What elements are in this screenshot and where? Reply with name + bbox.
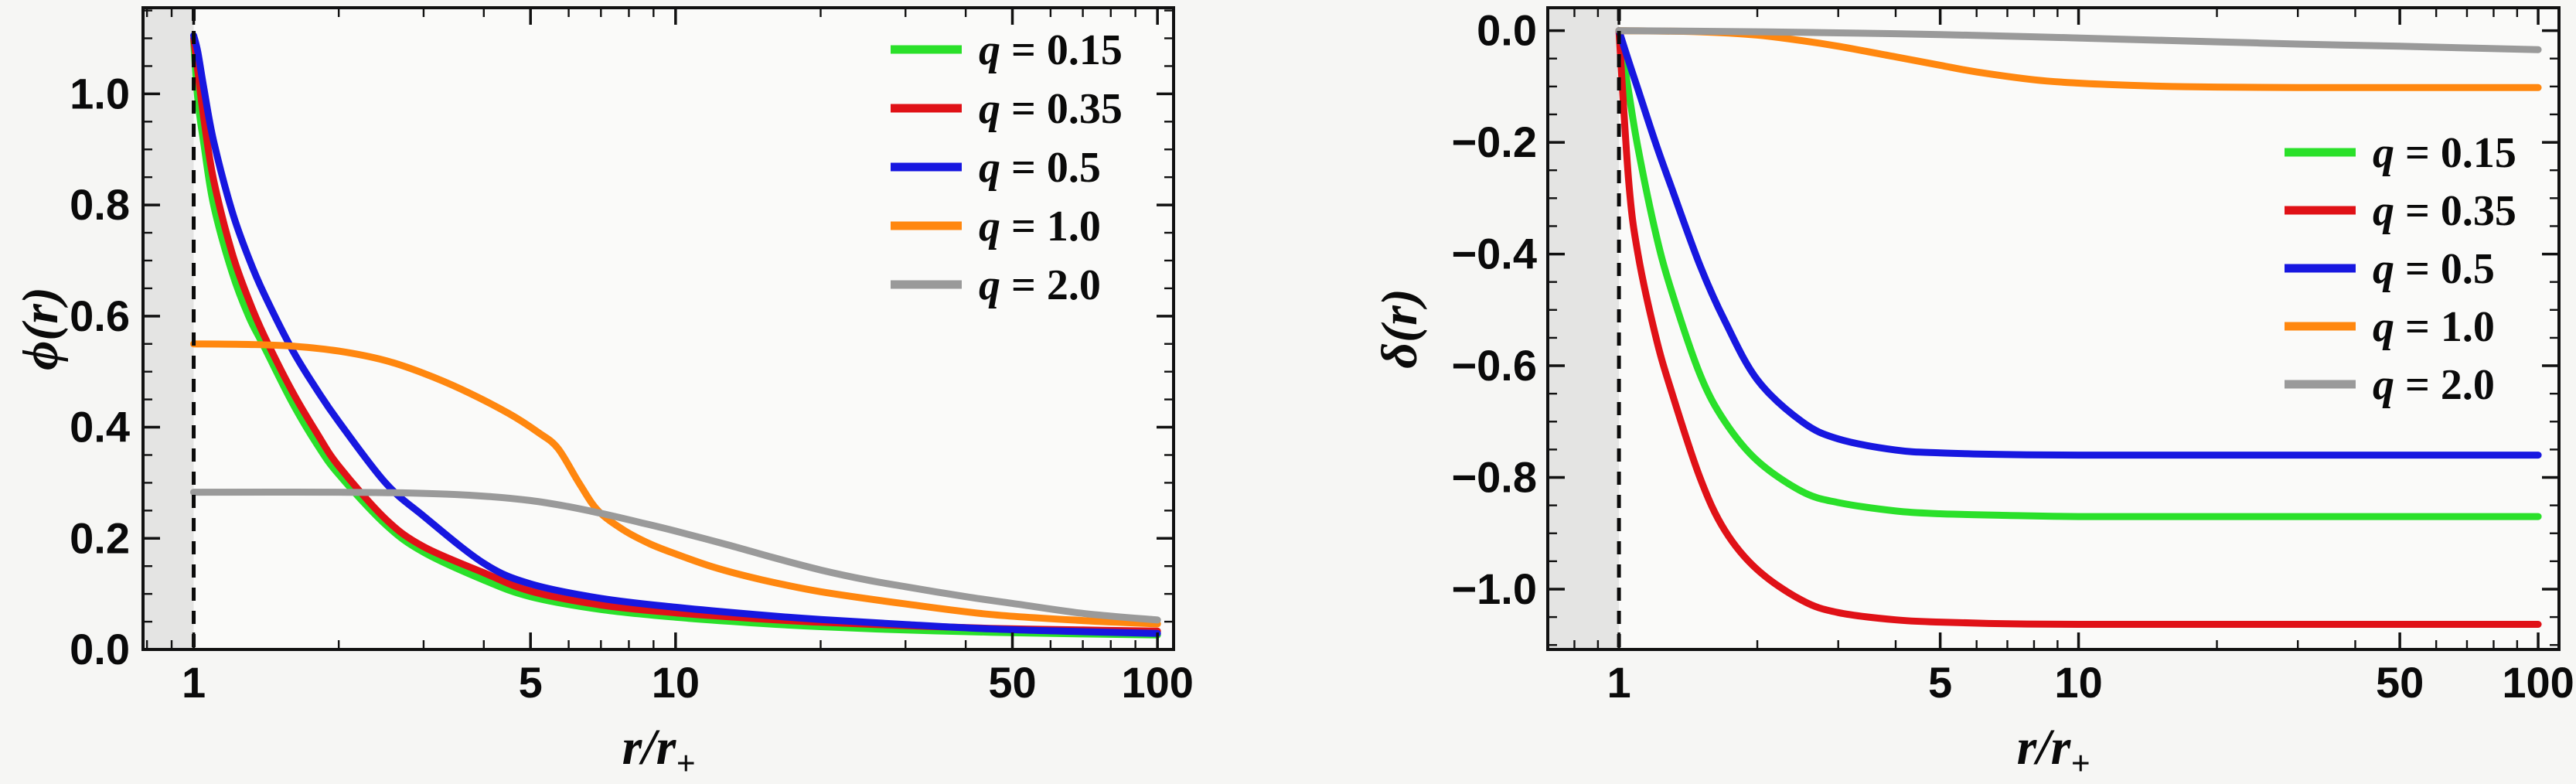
x-tick-label: 1 [182,658,206,707]
x-axis-title: r/r+ [622,719,696,782]
legend-entry-q-1-0: q = 1.0 [891,203,1101,251]
legend-label-value: = 2.0 [2394,361,2495,409]
legend-entry-q-0-5: q = 0.5 [2285,245,2495,293]
x-tick-label: 5 [1928,658,1952,707]
legend-entry-q-0-15: q = 0.15 [891,26,1123,74]
y-tick-label: −0.2 [1451,118,1537,166]
y-tick-label: −1.0 [1451,564,1537,613]
legend-label-var: q [2373,303,2394,351]
x-tick-label: 50 [2376,658,2424,707]
curve-q-1-0 [1615,27,2542,91]
y-tick-label: 0.4 [70,403,130,452]
x-tick-label: 50 [988,658,1036,707]
legend-label-var: q [2373,129,2394,177]
right-panel: 1 5 10 50 100 0.0 −0.2 −0.4 −0.6 −0.8 −1.0 r/r+ δ(r)… [1371,6,2574,782]
legend-label-value: = 0.5 [1000,144,1101,192]
legend-entry-q-2-0: q = 2.0 [2285,361,2495,409]
legend-label: q = 2.0 [979,261,1101,309]
legend-label-var: q [979,26,1000,74]
y-tick-label: 0.2 [70,513,130,562]
curve-q-0-15 [1615,27,2542,520]
x-axis-title-subscript: + [676,745,695,782]
plot-area [143,8,1174,649]
y-tick-label: 0.0 [1477,6,1537,55]
x-tick-label: 10 [652,658,700,707]
x-axis-title-main: r/r [622,719,677,775]
legend-label-value: = 2.0 [1000,261,1101,309]
x-axis-title-subscript: + [2070,745,2090,782]
legend: q = 0.15q = 0.35q = 0.5q = 1.0q = 2.0 [891,26,1123,309]
legend-label: q = 0.35 [979,85,1123,133]
legend-label: q = 1.0 [2373,303,2495,351]
x-tick-label: 1 [1607,658,1631,707]
curve-q-2-0 [1615,27,2542,53]
legend-label-var: q [979,203,1000,251]
legend-entry-q-0-35: q = 0.35 [891,85,1123,133]
plot-frame [1546,6,2561,651]
plot-frame [141,6,1175,651]
x-axis-title: r/r+ [2017,719,2090,782]
curve-q-2-0 [190,489,1161,624]
legend-label-value: = 1.0 [1000,203,1101,251]
horizon-band [143,8,194,649]
y-tick-label: 0.0 [70,625,130,673]
y-tick-label: −0.6 [1451,341,1537,390]
legend-label: q = 0.5 [979,144,1101,192]
legend-label-value: = 1.0 [2394,303,2495,351]
legend-label-var: q [2373,245,2394,293]
legend-label: q = 0.35 [2373,187,2516,235]
legend: q = 0.15q = 0.35q = 0.5q = 1.0q = 2.0 [2285,129,2516,409]
plot-area [1548,8,2559,649]
legend-label-value: = 0.35 [2394,187,2516,235]
legend-label: q = 0.15 [979,26,1123,74]
legend-label-var: q [979,144,1000,192]
x-tick-label: 100 [2502,658,2574,707]
curve-q-0-5 [1615,27,2542,459]
legend-label: q = 2.0 [2373,361,2495,409]
y-axis-title: ϕ(r) [12,287,69,370]
left-panel: 1 5 10 50 100 0.0 0.2 0.4 0.6 0.8 1.0 r/r+ ϕ(r) q = 0… [12,6,1194,782]
y-tick-label: −0.4 [1451,230,1537,278]
x-tick-label: 100 [1121,658,1193,707]
y-tick-label: −0.8 [1451,453,1537,502]
legend-label-var: q [2373,361,2394,409]
y-tick-label: 0.8 [70,180,130,229]
y-axis-title: δ(r) [1371,288,1428,368]
legend-label: q = 0.15 [2373,129,2516,177]
legend-label-var: q [2373,187,2394,235]
legend-label-value: = 0.15 [2394,129,2516,177]
legend-label: q = 0.5 [2373,245,2495,293]
curve-q-0-35 [1615,27,2542,629]
legend-label-value: = 0.35 [1000,85,1123,133]
legend-entry-q-1-0: q = 1.0 [2285,303,2495,351]
legend-label-value: = 0.15 [1000,26,1123,74]
legend-entry-q-0-15: q = 0.15 [2285,129,2516,177]
legend-label-value: = 0.5 [2394,245,2495,293]
legend-label-var: q [979,85,1000,133]
curve-q-0-5 [190,32,1161,637]
x-tick-label: 10 [2054,658,2102,707]
legend-entry-q-0-35: q = 0.35 [2285,187,2516,235]
curve-q-0-15 [190,37,1161,639]
x-tick-label: 5 [519,658,543,707]
x-axis-title-main: r/r [2017,719,2072,775]
y-tick-label: 0.6 [70,291,130,340]
legend-entry-q-2-0: q = 2.0 [891,261,1101,309]
horizon-band [1548,8,1620,649]
legend-label: q = 1.0 [979,203,1101,251]
legend-entry-q-0-5: q = 0.5 [891,144,1101,192]
legend-label-var: q [979,261,1000,309]
y-tick-label: 1.0 [70,69,130,118]
